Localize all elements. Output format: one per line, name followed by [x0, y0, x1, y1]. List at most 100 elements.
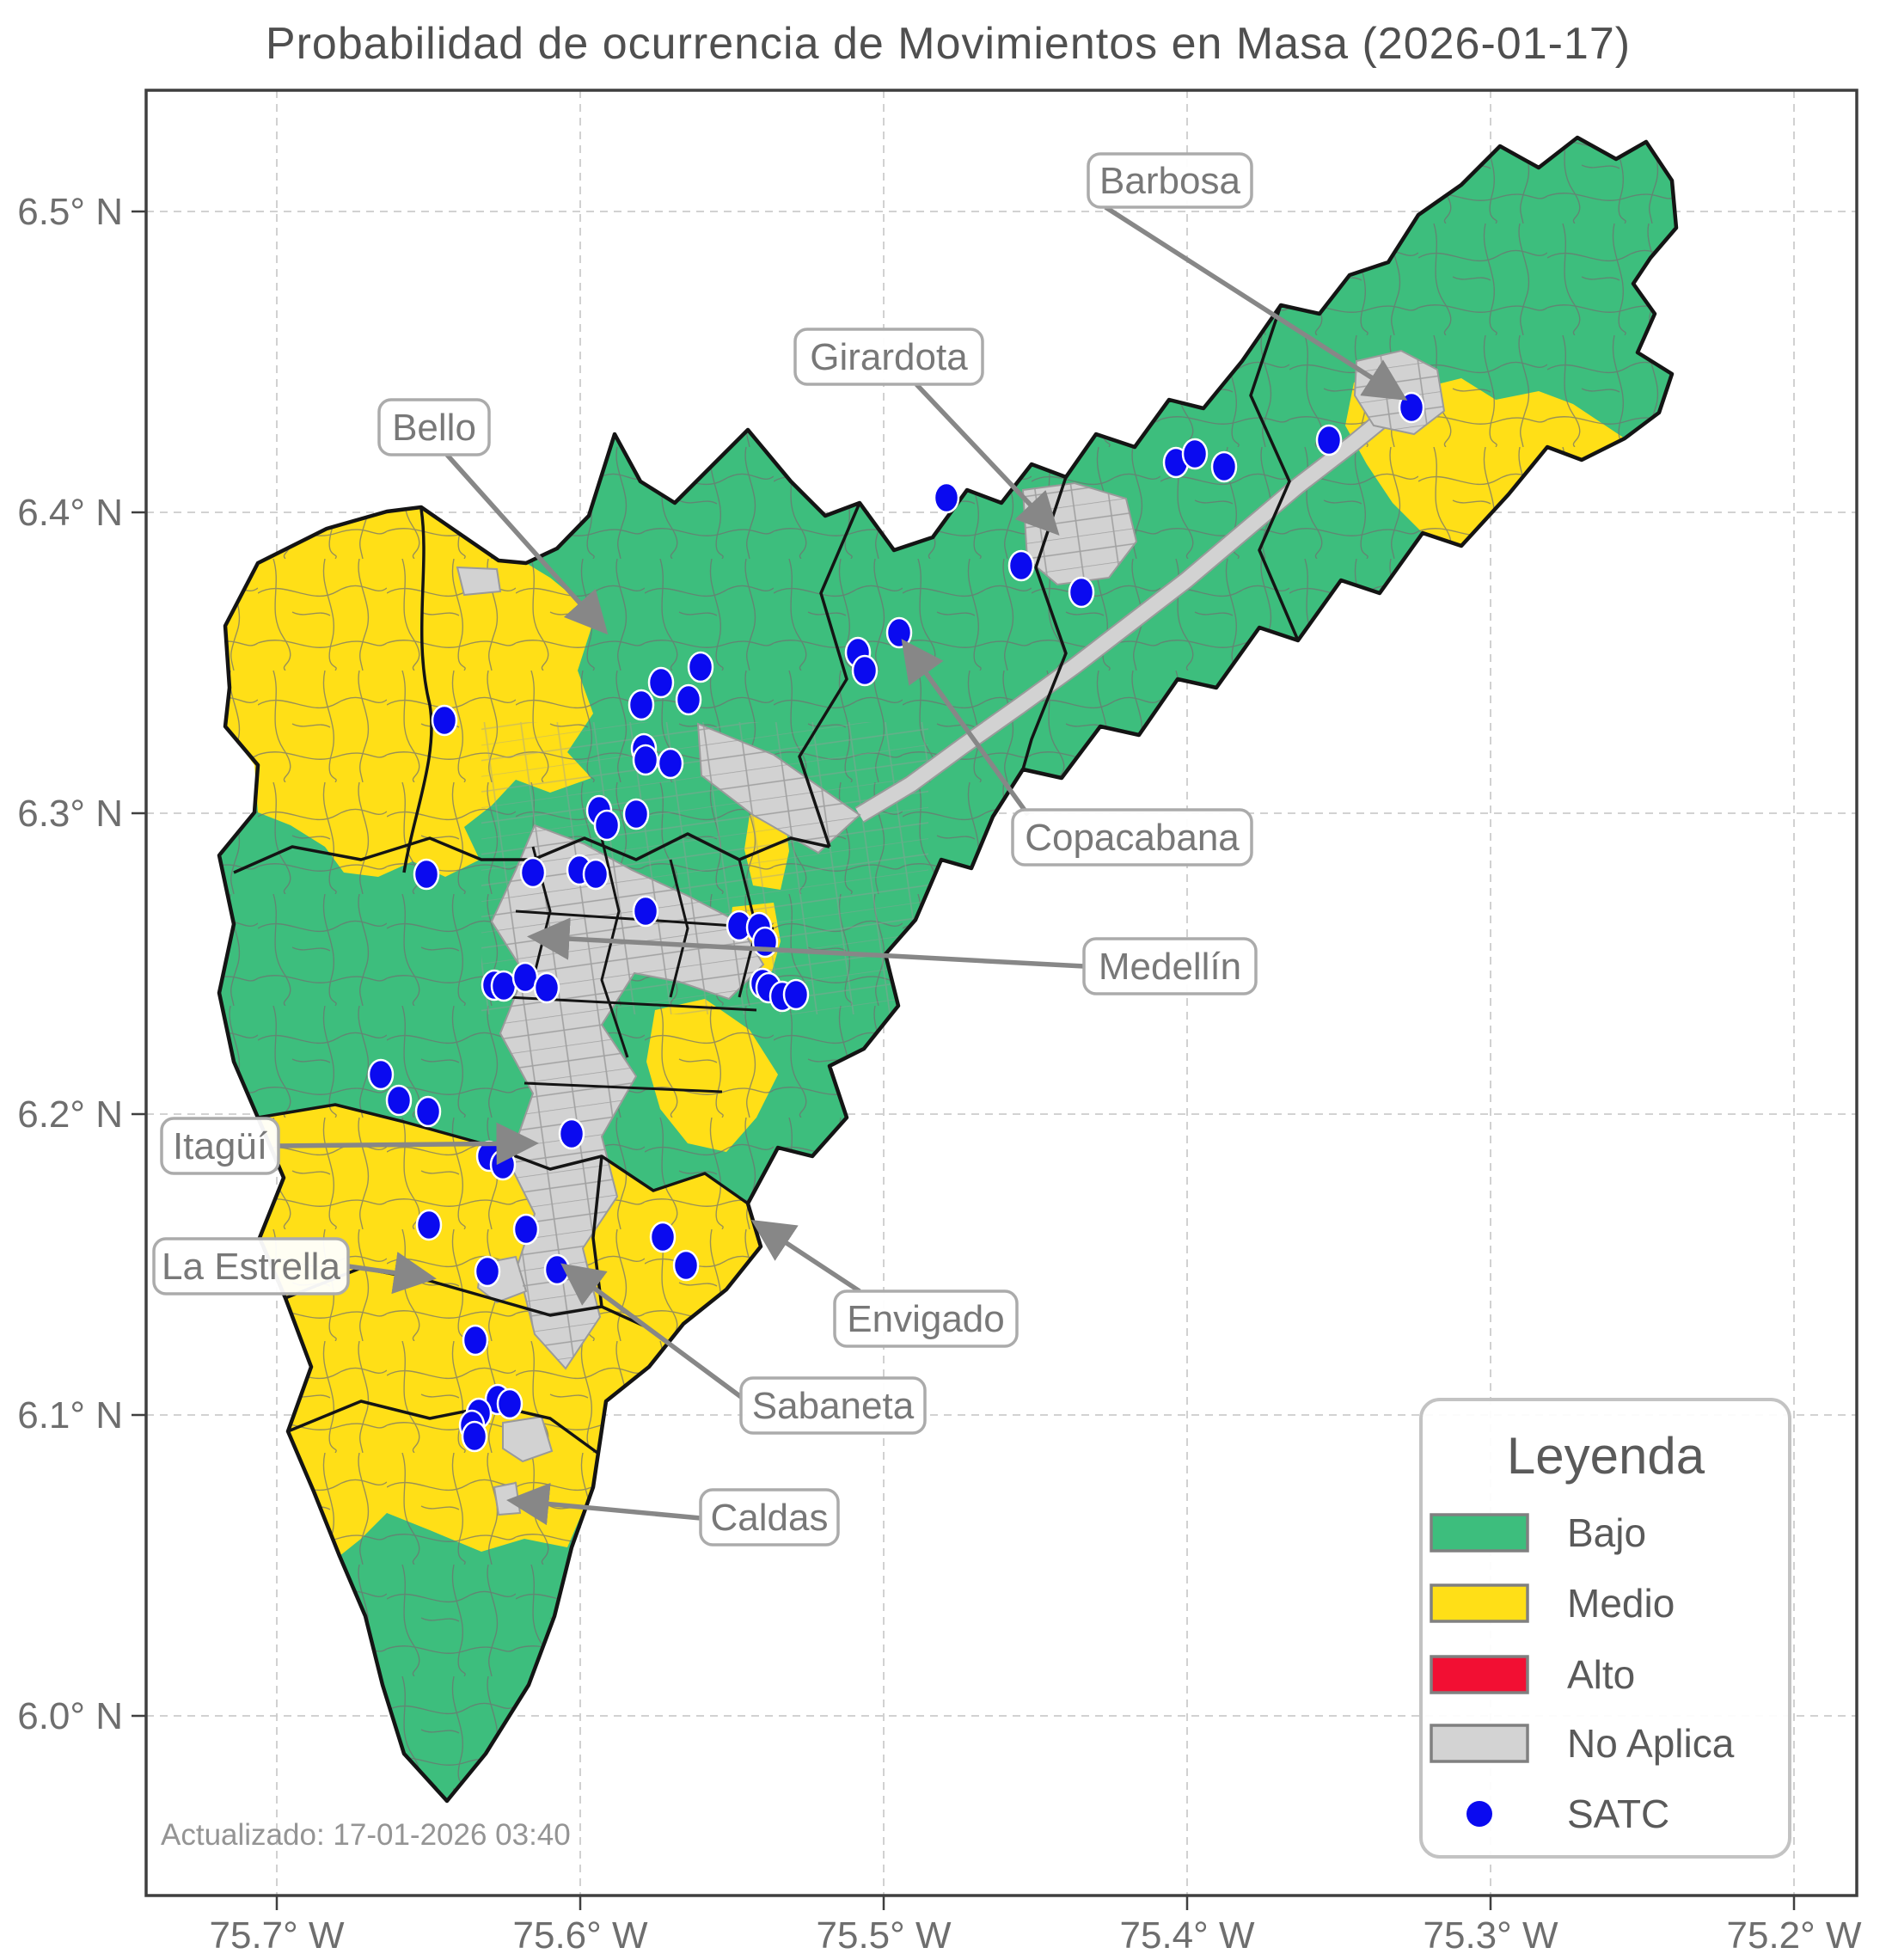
satc-point	[632, 895, 659, 928]
map-label-la-estrella: La Estrella	[152, 1237, 437, 1295]
satc-point	[628, 689, 655, 721]
legend-item-no-aplica: No Aplica	[1430, 1721, 1735, 1766]
satc-point	[496, 1387, 524, 1420]
label-box	[160, 1117, 280, 1175]
label-arrow	[278, 1122, 539, 1166]
label-text: Caldas	[711, 1497, 829, 1539]
label-text: Copacabana	[1025, 817, 1240, 859]
satc-point	[1210, 450, 1238, 483]
lat-tick-label: 6.0° N	[17, 1695, 123, 1737]
figure-title: Probabilidad de ocurrencia de Movimiento…	[266, 19, 1631, 69]
lat-tick-label: 6.2° N	[17, 1093, 123, 1136]
map-label-copacabana: Copacabana	[901, 639, 1253, 867]
satc-point	[675, 683, 702, 716]
municipality-labels: Barbosa Girardota Bello Copacabana Medellín I…	[152, 152, 1408, 1547]
label-text: Sabaneta	[752, 1385, 915, 1427]
label-box	[1011, 808, 1253, 867]
legend-item-label: No Aplica	[1567, 1721, 1735, 1766]
lon-tick-label: 75.6° W	[513, 1914, 648, 1957]
map-label-envigado: Envigado	[750, 1219, 1019, 1348]
lat-tick-label: 6.5° N	[17, 191, 123, 233]
updated-timestamp: Actualizado: 17-01-2026 03:40	[161, 1818, 571, 1852]
label-box	[739, 1376, 927, 1435]
satc-point	[622, 798, 650, 830]
legend-swatch	[1430, 1583, 1529, 1623]
label-text: Medellín	[1099, 946, 1241, 988]
lat-tick-label: 6.1° N	[17, 1394, 123, 1436]
map-label-medellin: Medellín	[527, 917, 1258, 995]
label-text: Bello	[392, 407, 476, 449]
satc-point	[582, 858, 609, 891]
legend-swatch	[1430, 1655, 1529, 1694]
legend-swatch	[1430, 1513, 1529, 1553]
satc-point	[751, 926, 779, 959]
satc-point	[431, 704, 458, 737]
label-box	[152, 1237, 350, 1295]
satc-point	[474, 1255, 501, 1288]
label-text: Envigado	[847, 1298, 1004, 1340]
label-text: Girardota	[810, 336, 968, 378]
lon-tick-label: 75.5° W	[817, 1914, 952, 1957]
satc-point	[533, 971, 560, 1004]
map-label-itagui: Itagüí	[160, 1117, 539, 1175]
satc-point	[687, 651, 714, 683]
label-arrow	[750, 1219, 861, 1294]
tick-marks	[132, 210, 1796, 1910]
satc-point	[385, 1084, 413, 1117]
label-box	[377, 398, 491, 456]
label-box	[699, 1488, 840, 1547]
legend-item-satc: SATC	[1466, 1792, 1669, 1836]
label-text: Barbosa	[1099, 160, 1240, 202]
label-arrow	[347, 1252, 437, 1295]
satc-point	[632, 744, 659, 776]
lat-tick-label: 6.4° N	[17, 492, 123, 534]
label-arrow	[506, 1482, 701, 1526]
satc-point	[851, 654, 879, 687]
label-arrow	[527, 917, 1085, 969]
urban-sliver-nw	[456, 566, 502, 597]
label-text: Itagüí	[173, 1125, 268, 1167]
satc-point	[414, 1095, 442, 1128]
map-label-girardota: Girardota	[793, 328, 1060, 536]
axes: 75.7° W 75.6° W 75.5° W 75.4° W 75.3° W 75.2°…	[17, 89, 1862, 1957]
lon-tick-label: 75.3° W	[1424, 1914, 1558, 1957]
map-label-barbosa: Barbosa	[1087, 152, 1408, 401]
label-arrow	[560, 1263, 743, 1400]
map-label-sabaneta: Sabaneta	[560, 1263, 927, 1435]
label-box	[833, 1289, 1019, 1348]
lat-tick-labels: 6.5° N 6.4° N 6.3° N 6.2° N 6.1° N 6.0° N	[17, 191, 123, 1737]
map-label-bello: Bello	[377, 398, 609, 635]
satc-point	[672, 1249, 700, 1282]
label-box	[1087, 152, 1253, 209]
river-corridor-fill	[855, 405, 1398, 822]
legend-item-label: SATC	[1567, 1792, 1669, 1836]
legend: Leyenda Bajo Medio Alto No Aplica SATC	[1419, 1398, 1791, 1859]
satc-point	[933, 481, 960, 514]
label-arrow	[1104, 205, 1408, 401]
satc-point	[657, 747, 684, 780]
satc-point	[885, 616, 913, 649]
label-box	[1082, 937, 1258, 995]
legend-swatch	[1430, 1724, 1529, 1763]
legend-item-label: Bajo	[1567, 1510, 1646, 1555]
satc-point	[782, 978, 810, 1011]
satc-point	[1181, 438, 1209, 470]
satc-point	[593, 809, 621, 842]
satc-point	[462, 1324, 489, 1357]
lon-tick-label: 75.4° W	[1120, 1914, 1255, 1957]
map-label-caldas: Caldas	[506, 1482, 840, 1547]
satc-point	[489, 1148, 517, 1181]
satc-point	[1007, 549, 1035, 582]
satc-point	[1398, 391, 1425, 424]
plot-border	[144, 89, 1858, 1897]
label-arrow	[444, 453, 609, 635]
satc-point	[543, 1253, 571, 1286]
legend-item-label: Alto	[1567, 1652, 1635, 1697]
legend-item-label: Medio	[1567, 1581, 1675, 1626]
lon-tick-label: 75.2° W	[1727, 1914, 1862, 1957]
satc-point	[367, 1058, 395, 1091]
satc-point	[413, 858, 440, 891]
legend-dot	[1466, 1801, 1492, 1827]
